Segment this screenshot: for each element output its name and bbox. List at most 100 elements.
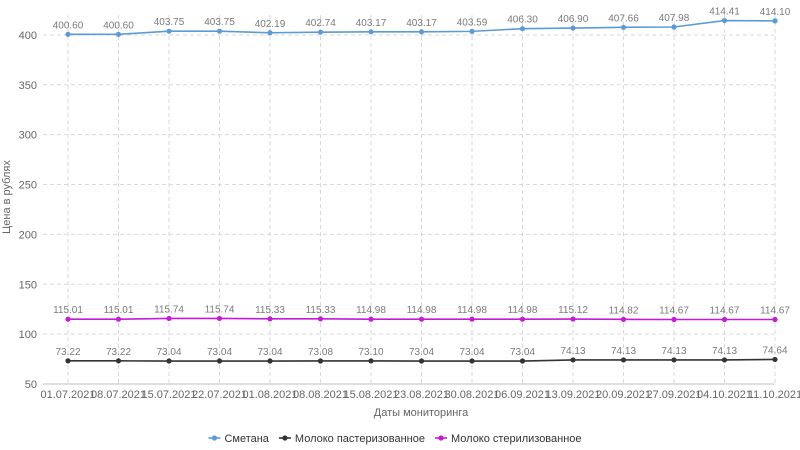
data-point[interactable] xyxy=(115,31,122,37)
data-label: 403.17 xyxy=(406,18,437,29)
data-point[interactable] xyxy=(772,316,778,323)
data-label: 73.08 xyxy=(308,347,333,358)
x-tick-label: 08.07.2021 xyxy=(91,389,146,401)
data-point[interactable] xyxy=(115,358,122,364)
data-point[interactable] xyxy=(317,358,324,364)
data-point[interactable] xyxy=(267,316,273,322)
legend-item[interactable]: Молоко стерилизованное xyxy=(434,433,582,445)
data-label: 400.60 xyxy=(103,20,134,31)
legend-item[interactable]: Молоко пастеризованное xyxy=(278,433,425,445)
data-label: 74.13 xyxy=(661,346,686,357)
data-label: 403.75 xyxy=(154,17,185,28)
legend-label: Молоко пастеризованное xyxy=(295,433,425,445)
data-label: 73.22 xyxy=(55,347,80,358)
data-point[interactable] xyxy=(721,316,728,323)
data-point[interactable] xyxy=(368,358,374,364)
data-point[interactable] xyxy=(166,358,172,364)
data-point[interactable] xyxy=(317,29,324,35)
legend-marker xyxy=(211,435,218,441)
data-point[interactable] xyxy=(166,315,172,322)
data-label: 115.33 xyxy=(306,305,336,316)
data-point[interactable] xyxy=(671,316,677,323)
y-tick-label: 50 xyxy=(25,379,37,391)
x-tick-label: 08.08.2021 xyxy=(293,389,348,401)
data-label: 73.04 xyxy=(257,347,282,358)
data-label: 74.13 xyxy=(611,346,636,357)
data-label: 74.64 xyxy=(762,345,787,356)
data-point[interactable] xyxy=(671,357,677,363)
data-point[interactable] xyxy=(620,316,627,322)
x-tick-label: 11.10.2021 xyxy=(748,389,800,401)
data-point[interactable] xyxy=(721,357,728,363)
data-label: 73.04 xyxy=(207,347,232,358)
y-tick-label: 150 xyxy=(19,279,37,291)
data-point[interactable] xyxy=(772,356,778,363)
data-label: 115.01 xyxy=(104,305,134,316)
data-label: 115.33 xyxy=(255,305,285,316)
data-label: 403.59 xyxy=(457,17,488,28)
y-tick-label: 200 xyxy=(19,229,37,241)
x-tick-label: 13.09.2021 xyxy=(545,389,600,401)
data-point[interactable] xyxy=(418,316,425,322)
y-axis: 50 100 150 200 250 300 350 400 xyxy=(19,30,37,391)
x-tick-label: 04.10.2021 xyxy=(697,389,752,401)
data-label: 115.12 xyxy=(558,305,588,316)
data-label: 402.19 xyxy=(255,19,286,30)
y-tick-label: 250 xyxy=(19,180,37,192)
data-point[interactable] xyxy=(469,358,475,364)
legend-marker xyxy=(282,435,288,441)
data-point[interactable] xyxy=(368,316,374,322)
data-point[interactable] xyxy=(317,316,324,322)
data-point[interactable] xyxy=(519,316,526,322)
data-labels: 400.60 400.60 403.75 403.75 402.19 402.74 403.… xyxy=(53,7,791,358)
x-tick-label: 15.07.2021 xyxy=(141,389,196,401)
data-point[interactable] xyxy=(216,28,223,34)
data-point[interactable] xyxy=(166,28,172,34)
data-label: 414.10 xyxy=(760,7,791,18)
grid xyxy=(43,15,776,385)
x-tick-label: 22.07.2021 xyxy=(192,389,247,401)
data-label: 73.22 xyxy=(106,347,131,358)
data-label: 73.04 xyxy=(156,347,181,358)
data-label: 114.98 xyxy=(407,305,437,316)
data-point[interactable] xyxy=(469,316,475,322)
data-point[interactable] xyxy=(65,358,71,364)
legend: Сметана Молоко пастеризованное Молоко стер… xyxy=(208,433,582,445)
data-point[interactable] xyxy=(570,316,576,322)
data-point[interactable] xyxy=(418,358,425,364)
data-point[interactable] xyxy=(620,357,627,363)
data-label: 73.04 xyxy=(510,347,535,358)
data-label: 406.90 xyxy=(558,14,589,25)
data-point[interactable] xyxy=(267,358,273,364)
data-point[interactable] xyxy=(620,24,627,30)
x-tick-label: 27.09.2021 xyxy=(646,389,701,401)
data-point[interactable] xyxy=(570,357,576,363)
data-label: 74.13 xyxy=(560,346,585,357)
y-axis-title: Цена в рублях xyxy=(1,160,13,234)
data-point[interactable] xyxy=(65,316,71,322)
data-point[interactable] xyxy=(115,316,122,322)
data-point[interactable] xyxy=(721,17,728,24)
data-point[interactable] xyxy=(368,29,374,35)
data-point[interactable] xyxy=(519,26,526,32)
data-point[interactable] xyxy=(216,358,223,364)
data-point[interactable] xyxy=(65,31,71,37)
data-label: 114.98 xyxy=(356,305,386,316)
data-point[interactable] xyxy=(671,24,677,30)
legend-item[interactable]: Сметана xyxy=(208,433,270,445)
data-label: 407.98 xyxy=(659,13,690,24)
data-label: 414.41 xyxy=(709,7,740,18)
legend-label: Молоко стерилизованное xyxy=(451,433,582,445)
data-point[interactable] xyxy=(772,18,778,24)
legend-marker xyxy=(438,435,444,441)
data-point[interactable] xyxy=(519,358,526,364)
x-tick-label: 15.08.2021 xyxy=(343,389,398,401)
data-label: 406.30 xyxy=(507,15,538,26)
data-point[interactable] xyxy=(570,25,576,31)
data-point[interactable] xyxy=(469,28,475,34)
data-point[interactable] xyxy=(216,315,223,322)
data-point[interactable] xyxy=(418,29,425,35)
data-point[interactable] xyxy=(267,30,273,36)
data-label: 114.67 xyxy=(659,306,689,317)
